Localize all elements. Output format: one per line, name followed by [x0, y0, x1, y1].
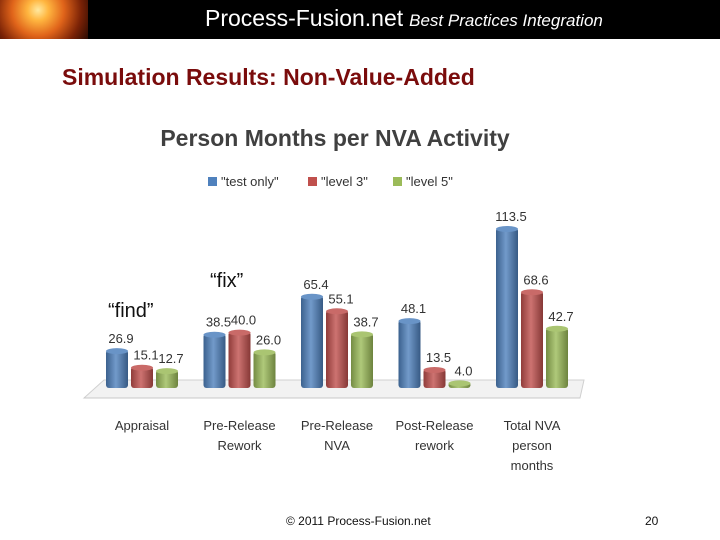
bar-cap [156, 368, 178, 375]
category-label: Rework [217, 438, 262, 453]
data-label: 55.1 [328, 291, 353, 306]
bar [228, 331, 251, 388]
legend-swatch [308, 177, 317, 186]
data-label: 68.6 [523, 272, 548, 287]
bar [106, 350, 128, 388]
data-label: 15.1 [133, 348, 158, 363]
category-label: person [512, 438, 552, 453]
slide-title: Simulation Results: Non-Value-Added [62, 64, 475, 90]
data-label: 113.5 [495, 209, 527, 224]
bar [203, 333, 226, 388]
brand-name: Process-Fusion.net [205, 5, 404, 31]
bar [131, 366, 153, 388]
bar [253, 351, 276, 388]
bar [521, 291, 543, 388]
category-label: Pre-Release [203, 418, 275, 433]
bar [301, 295, 323, 388]
bar-cap [253, 349, 276, 356]
sun-logo [0, 0, 88, 39]
data-label: 26.0 [256, 332, 281, 347]
bar-cap [546, 325, 568, 332]
category-label: Pre-Release [301, 418, 373, 433]
bar-cap [228, 329, 251, 336]
bar [423, 368, 446, 388]
legend-label: "test only" [221, 174, 279, 189]
bar-cap [351, 331, 373, 338]
category-label: Total NVA [504, 418, 561, 433]
fix-annotation: “fix” [210, 270, 244, 292]
bar-cap [496, 225, 518, 232]
data-label: 4.0 [454, 363, 472, 378]
bar [546, 327, 568, 388]
bar-cap [448, 380, 471, 387]
bar [326, 310, 348, 388]
data-label: 42.7 [548, 309, 573, 324]
bar [351, 333, 373, 388]
category-label: Appraisal [115, 418, 169, 433]
page-number: 20 [645, 514, 659, 528]
bar [398, 320, 421, 388]
category-label: months [511, 458, 554, 473]
chart-title: Person Months per NVA Activity [160, 125, 510, 151]
footer-copyright: © 2011 Process-Fusion.net [286, 514, 431, 528]
bar-cap [131, 364, 153, 371]
data-label: 38.7 [353, 314, 378, 329]
header-banner: Process-Fusion.net Best Practices Integra… [0, 0, 720, 39]
bar-cap [326, 308, 348, 315]
bar [496, 227, 518, 388]
bar-cap [423, 366, 446, 373]
data-label: 38.5 [206, 315, 231, 330]
bar-cap [398, 318, 421, 325]
category-label: rework [415, 438, 455, 453]
bar-cap [301, 293, 323, 300]
data-label: 26.9 [108, 331, 133, 346]
data-label: 40.0 [231, 313, 256, 328]
bar-cap [203, 331, 226, 338]
data-label: 12.7 [158, 351, 183, 366]
data-label: 13.5 [426, 350, 451, 365]
legend-label: "level 3" [321, 174, 368, 189]
legend-label: "level 5" [406, 174, 453, 189]
bar-cap [521, 289, 543, 296]
data-label: 65.4 [303, 277, 328, 292]
data-label: 48.1 [401, 301, 426, 316]
bar-cap [106, 348, 128, 355]
find-annotation: “find” [108, 300, 154, 322]
brand-tagline: Best Practices Integration [409, 11, 603, 30]
legend-swatch [208, 177, 217, 186]
brand-title: Process-Fusion.net Best Practices Integra… [205, 5, 603, 32]
category-label: Post-Release [395, 418, 473, 433]
legend-swatch [393, 177, 402, 186]
bar [156, 370, 178, 388]
category-label: NVA [324, 438, 350, 453]
